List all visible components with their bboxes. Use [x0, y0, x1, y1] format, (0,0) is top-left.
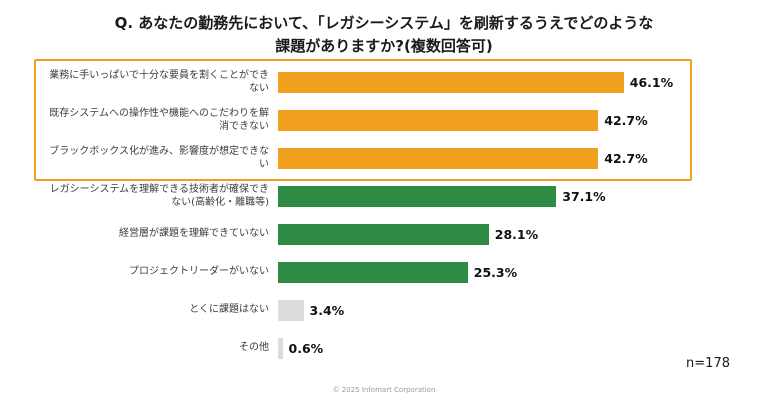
value-label: 3.4% — [309, 302, 345, 318]
page-title: Q. あなたの勤務先において、「レガシーシステム」を刷新するうえでどのような 課… — [0, 0, 768, 57]
value-label: 42.7% — [604, 150, 648, 166]
copyright: © 2025 Infomart Corporation — [332, 386, 436, 394]
bar-label: レガシーシステムを理解できる技術者が確保できない(高齢化・離職等) — [49, 183, 269, 209]
bar-track: 28.1% — [278, 223, 728, 245]
value-label: 46.1% — [629, 74, 674, 90]
page-title-line2: 課題がありますか?(複数回答可) — [275, 36, 493, 55]
chart-row: ブラックボックス化が進み、影響度が想定できない 42.7% — [40, 139, 728, 177]
chart-row: レガシーシステムを理解できる技術者が確保できない(高齢化・離職等) 37.1% — [40, 177, 728, 215]
bar-label: プロジェクトリーダーがいない — [129, 266, 269, 278]
bar-track: 0.6% — [278, 337, 728, 359]
bar-track: 42.7% — [278, 109, 728, 131]
value-label: 28.1% — [494, 226, 539, 242]
bar-label: その他 — [239, 342, 269, 354]
bar — [278, 261, 468, 283]
chart-row: プロジェクトリーダーがいない 25.3% — [40, 253, 728, 291]
bar — [278, 185, 557, 207]
bar — [278, 223, 489, 245]
bar-track: 3.4% — [278, 299, 728, 321]
bar-label: 既存システムへの操作性や機能へのこだわりを解消できない — [49, 107, 269, 133]
bar-label: 業務に手いっぱいで十分な要員を割くことができない — [49, 69, 269, 95]
sample-size: n=178 — [686, 356, 730, 371]
chart-row: とくに課題はない 3.4% — [40, 291, 728, 329]
bar — [278, 109, 599, 131]
chart-row: 既存システムへの操作性や機能へのこだわりを解消できない 42.7% — [40, 101, 728, 139]
bar-chart: 業務に手いっぱいで十分な要員を割くことができない 46.1% 既存システムへの操作性… — [0, 59, 768, 367]
value-label: 0.6% — [288, 340, 324, 356]
bar-label: ブラックボックス化が進み、影響度が想定できない — [49, 145, 269, 171]
bar-label: 経営層が課題を理解できていない — [119, 228, 269, 240]
bar-track: 25.3% — [278, 261, 728, 283]
bar — [278, 147, 599, 169]
value-label: 37.1% — [562, 188, 606, 204]
bar — [278, 71, 624, 93]
page-title-line1: Q. あなたの勤務先において、「レガシーシステム」を刷新するうえでどのような — [114, 14, 654, 32]
bar — [278, 337, 283, 359]
value-label: 25.3% — [473, 264, 518, 280]
value-label: 42.7% — [604, 112, 648, 128]
chart-row: 業務に手いっぱいで十分な要員を割くことができない 46.1% — [40, 63, 728, 101]
bar-track: 42.7% — [278, 147, 728, 169]
chart-row: その他 0.6% — [40, 329, 728, 367]
bar-label: とくに課題はない — [189, 304, 269, 316]
bar — [278, 299, 304, 321]
bar-track: 37.1% — [278, 185, 728, 207]
chart-row: 経営層が課題を理解できていない 28.1% — [40, 215, 728, 253]
bar-track: 46.1% — [278, 71, 728, 93]
